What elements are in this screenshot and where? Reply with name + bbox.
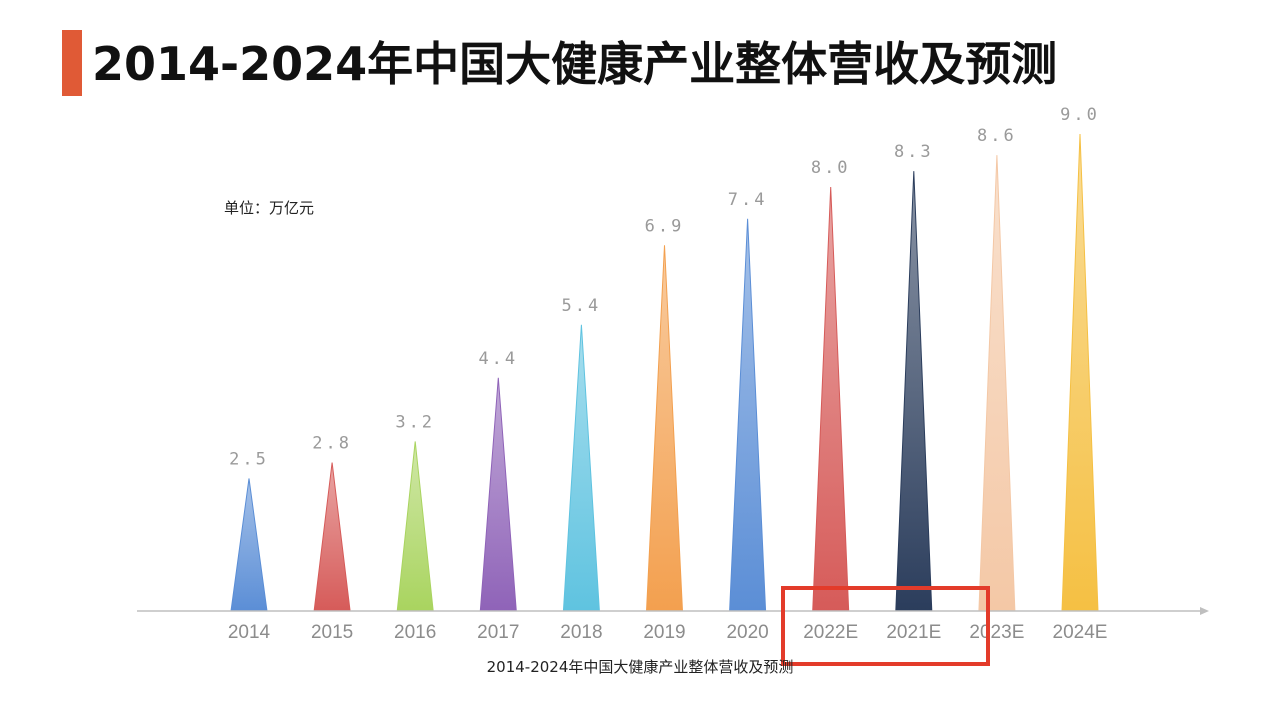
tick-label-2022E: 2022E <box>803 622 858 643</box>
x-axis <box>137 607 1209 615</box>
bar-2016 <box>396 441 434 612</box>
value-label-2020: 7.4 <box>728 190 768 210</box>
chart-bars <box>230 133 1099 612</box>
value-label-2017: 4.4 <box>478 349 518 369</box>
bar-2021E <box>895 171 933 612</box>
tick-label-2017: 2017 <box>477 622 519 643</box>
title-accent-bar <box>62 30 82 96</box>
bar-2024E <box>1061 133 1099 612</box>
bar-2022E <box>812 186 850 612</box>
tick-label-2021E: 2021E <box>886 622 941 643</box>
x-axis-arrow <box>1200 607 1209 615</box>
tick-label-2024E: 2024E <box>1053 622 1108 643</box>
tick-label-2018: 2018 <box>560 622 602 643</box>
value-label-2019: 6.9 <box>645 216 685 236</box>
value-label-2023E: 8.6 <box>977 126 1017 146</box>
bar-2020 <box>729 218 767 612</box>
tick-label-2020: 2020 <box>726 622 768 643</box>
tick-label-2014: 2014 <box>228 622 271 643</box>
tick-label-2023E: 2023E <box>969 622 1024 643</box>
bar-2023E <box>978 155 1016 612</box>
tick-label-2019: 2019 <box>643 622 685 643</box>
value-label-2016: 3.2 <box>395 412 435 432</box>
bar-2019 <box>645 245 684 612</box>
value-label-2024E: 9.0 <box>1060 105 1100 125</box>
bar-2015 <box>313 462 351 612</box>
bar-2018 <box>562 324 600 612</box>
value-label-2022E: 8.0 <box>811 158 851 178</box>
bar-2017 <box>479 377 517 612</box>
highlight-box <box>781 586 990 666</box>
chart-caption: 2014-2024年中国大健康产业整体营收及预测 <box>486 658 794 676</box>
unit-label: 单位：万亿元 <box>224 199 315 217</box>
value-label-2021E: 8.3 <box>894 142 934 162</box>
value-label-2015: 2.8 <box>312 434 352 454</box>
tick-label-2016: 2016 <box>394 622 436 643</box>
value-label-2014: 2.5 <box>229 450 269 470</box>
chart-labels: 2.5 2014 2.8 2015 3.2 2016 4.4 2017 5.4 2018 6.9 20… <box>228 105 1108 643</box>
page-title: 2014-2024年中国大健康产业整体营收及预测 <box>92 37 1058 91</box>
tick-label-2015: 2015 <box>311 622 353 643</box>
value-label-2018: 5.4 <box>562 296 602 316</box>
bar-2014 <box>230 478 268 612</box>
